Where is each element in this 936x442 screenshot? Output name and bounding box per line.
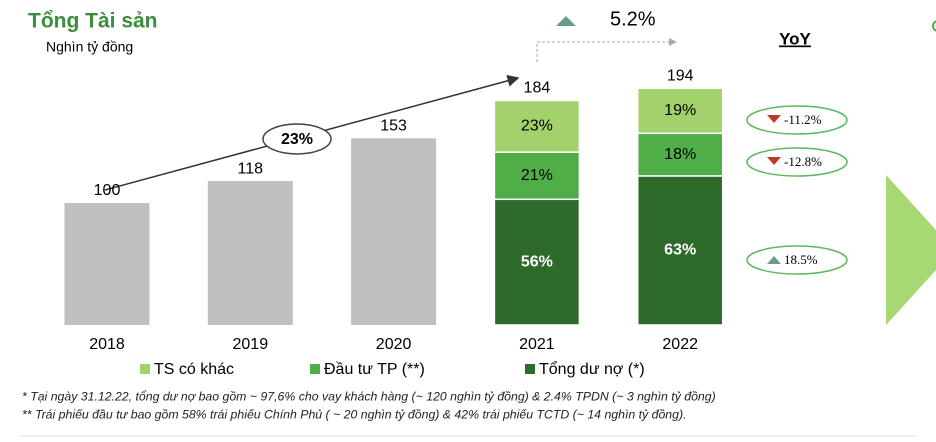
yoy-label: -12.8% <box>784 154 822 169</box>
legend-label: Tổng dư nợ (*) <box>539 360 645 378</box>
growth-bracket <box>536 38 677 62</box>
segment-label: 18% <box>664 146 696 163</box>
growth-arrow <box>556 16 576 26</box>
chart-title: Tổng Tài sản <box>28 10 158 33</box>
chart-subtitle: Nghìn tỷ đồng <box>46 39 133 55</box>
x-tick-label: 2019 <box>233 336 269 353</box>
total-label: 153 <box>380 118 407 135</box>
segment-label: 21% <box>521 167 553 184</box>
yoy-label: 18.5% <box>784 252 818 267</box>
legend-label: TS có khác <box>154 361 234 378</box>
legend-swatch <box>140 364 150 374</box>
x-tick-label: 2018 <box>89 336 125 353</box>
bar-segment <box>636 87 724 135</box>
yoy-title: YoY <box>779 29 811 48</box>
yoy-badge <box>746 245 848 275</box>
segment-label: 56% <box>521 253 553 270</box>
yoy-arrow <box>767 157 781 165</box>
cagr-badge <box>262 123 332 155</box>
x-tick-label: 2022 <box>662 336 698 353</box>
x-tick-label: 2020 <box>376 336 412 353</box>
bar <box>351 138 437 325</box>
footnote: * Tại ngày 31.12.22, tổng dư nợ bao gồm … <box>22 389 716 403</box>
yoy-arrow <box>767 256 781 264</box>
bar <box>207 181 293 325</box>
yoy-arrow <box>767 115 781 123</box>
chevron <box>886 175 936 325</box>
legend-swatch <box>525 364 535 374</box>
bar-segment <box>493 198 581 326</box>
total-label: 118 <box>238 160 264 177</box>
x-tick-label: 2021 <box>519 336 555 353</box>
bar <box>64 203 150 325</box>
yoy-badge <box>746 105 848 135</box>
bar-segment <box>636 175 724 326</box>
yoy-badge <box>746 147 848 177</box>
edge-mark <box>932 20 936 32</box>
total-label: 194 <box>667 68 694 85</box>
footnote: ** Trái phiếu đầu tư bao gồm 58% trái ph… <box>22 407 686 421</box>
cagr-label: 23% <box>281 131 313 148</box>
bar-segment <box>493 99 581 153</box>
legend-swatch <box>310 364 320 374</box>
total-label: 100 <box>94 182 121 199</box>
segment-label: 19% <box>664 102 696 119</box>
bar-segment <box>636 132 724 177</box>
legend-label: Đầu tư TP (**) <box>324 361 425 378</box>
segment-label: 23% <box>521 118 553 135</box>
total-label: 184 <box>524 80 551 97</box>
segment-label: 63% <box>664 242 696 259</box>
growth-label: 5.2% <box>610 8 656 30</box>
yoy-label: -11.2% <box>784 112 822 127</box>
